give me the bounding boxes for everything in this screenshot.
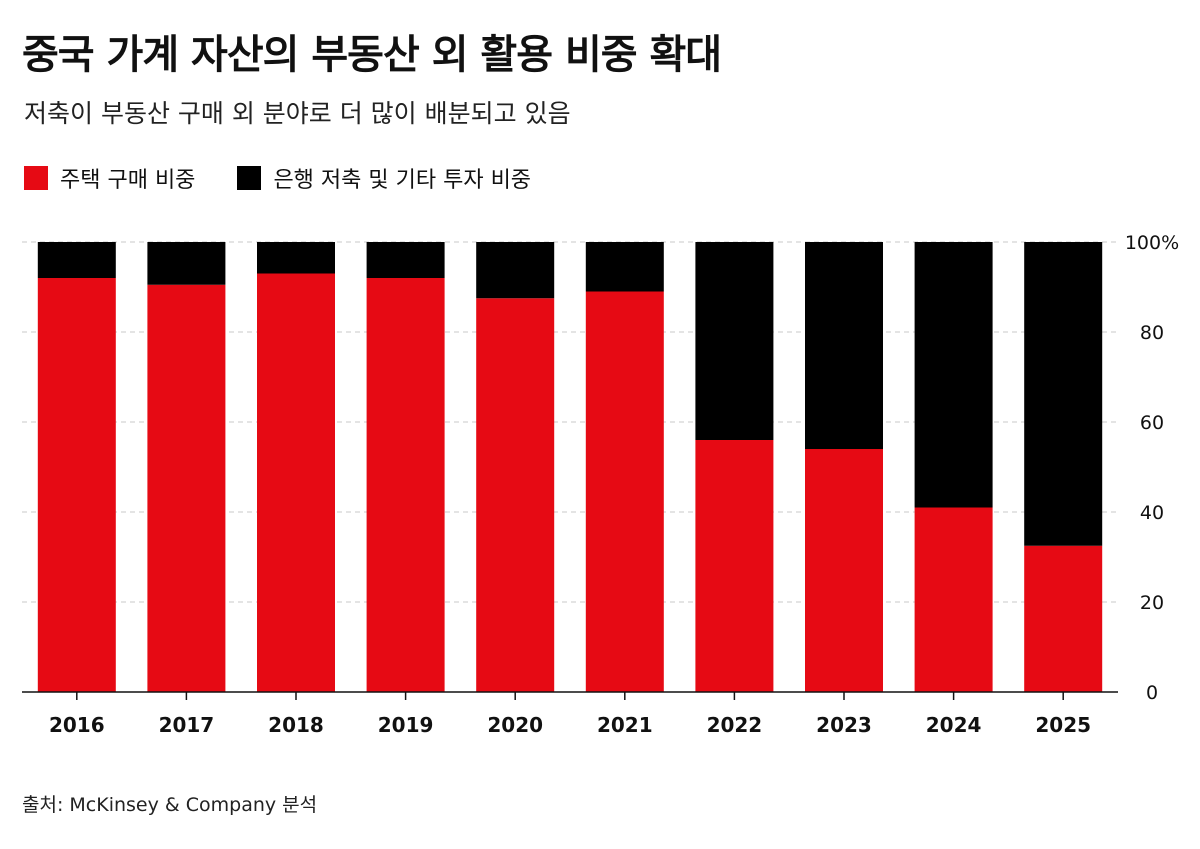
bar-housing-2025 (1024, 545, 1103, 692)
x-tick-label-2022: 2022 (707, 713, 763, 737)
y-tick-label-60: 60 (1140, 412, 1164, 434)
y-tick-label-100: 100% (1125, 232, 1179, 254)
legend-item-savings: 은행 저축 및 기타 투자 비중 (237, 162, 531, 194)
x-tick-label-2016: 2016 (49, 713, 105, 737)
bar-savings-2016 (37, 242, 116, 278)
legend-item-housing: 주택 구매 비중 (24, 162, 195, 194)
bar-savings-2020 (476, 242, 555, 299)
bar-savings-2019 (366, 242, 445, 278)
y-tick-label-20: 20 (1140, 592, 1164, 614)
bar-savings-2022 (695, 242, 774, 440)
bar-housing-2017 (147, 284, 226, 692)
bar-housing-2019 (366, 278, 445, 692)
x-tick-label-2020: 2020 (487, 713, 543, 737)
bar-savings-2018 (257, 242, 335, 274)
x-tick-label-2017: 2017 (159, 713, 215, 737)
x-tick-label-2023: 2023 (816, 713, 872, 737)
bar-savings-2017 (147, 242, 226, 285)
bar-housing-2022 (695, 440, 774, 692)
bar-housing-2016 (37, 278, 116, 692)
y-tick-label-0: 0 (1146, 682, 1158, 704)
x-tick-label-2019: 2019 (378, 713, 434, 737)
bar-housing-2018 (257, 273, 335, 692)
legend-swatch-housing (24, 166, 48, 190)
bar-savings-2024 (914, 242, 993, 508)
bar-savings-2021 (585, 242, 664, 292)
bar-housing-2024 (914, 507, 993, 692)
source-note: 출처: McKinsey & Company 분석 (22, 794, 318, 816)
bar-housing-2021 (585, 291, 664, 692)
bar-savings-2025 (1024, 242, 1103, 546)
chart-title: 중국 가계 자산의 부동산 외 활용 비중 확대 (22, 32, 722, 78)
chart-subtitle: 저축이 부동산 구매 외 분야로 더 많이 배분되고 있음 (24, 99, 571, 128)
bar-savings-2023 (805, 242, 883, 449)
stacked-bar-chart: 2016 2017 2018 2019 2020 2021 2022 2023 2024 2025… (22, 232, 1179, 737)
legend: 주택 구매 비중 은행 저축 및 기타 투자 비중 (24, 162, 573, 194)
legend-swatch-savings (237, 166, 262, 190)
bar-housing-2020 (476, 298, 555, 692)
x-tick-label-2021: 2021 (597, 713, 653, 737)
legend-label-housing: 주택 구매 비중 (60, 168, 196, 193)
y-tick-label-80: 80 (1140, 322, 1164, 344)
x-tick-label-2025: 2025 (1035, 713, 1091, 737)
legend-label-savings: 은행 저축 및 기타 투자 비중 (273, 168, 532, 193)
x-tick-label-2024: 2024 (926, 713, 982, 737)
x-tick-label-2018: 2018 (268, 713, 324, 737)
bar-housing-2023 (805, 449, 883, 692)
y-tick-label-40: 40 (1140, 502, 1164, 524)
